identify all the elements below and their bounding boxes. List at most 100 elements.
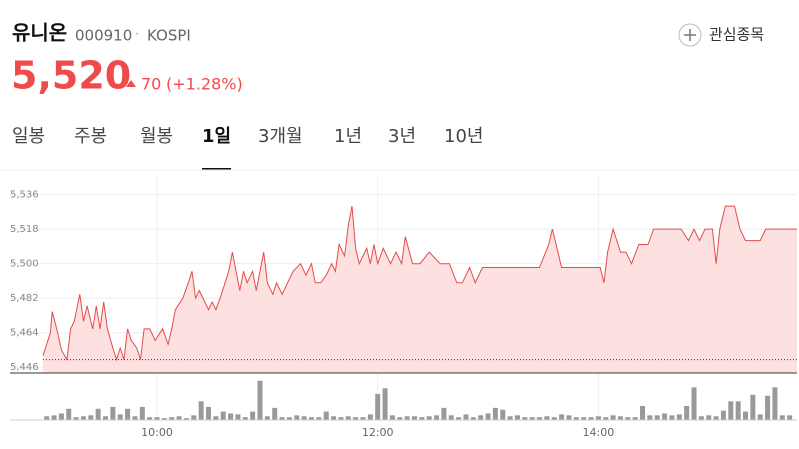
volume-bar xyxy=(353,417,359,420)
volume-bar xyxy=(581,417,587,420)
volume-bar xyxy=(522,417,528,420)
volume-bar xyxy=(198,401,204,420)
watch-label: 관심종목 xyxy=(709,26,764,44)
volume-bar xyxy=(419,417,425,420)
volume-bar xyxy=(529,417,535,420)
volume-bar xyxy=(632,417,638,420)
price-line xyxy=(42,205,797,362)
volume-bar xyxy=(669,415,675,420)
volume-bar xyxy=(213,416,219,420)
volume-bar xyxy=(103,416,109,420)
volume-bar xyxy=(478,415,484,420)
volume-bar xyxy=(610,415,616,420)
volume-bar xyxy=(617,416,623,420)
price: 5,520 xyxy=(11,54,131,98)
volume-bar xyxy=(264,416,270,420)
tab[interactable]: 3개월 xyxy=(258,126,303,147)
volume-bar xyxy=(338,417,344,420)
volume-bar xyxy=(88,415,94,420)
volume-bar xyxy=(294,415,300,420)
stock-name: 유니온 xyxy=(12,21,67,45)
volume-bar xyxy=(720,410,726,420)
volume-bar xyxy=(765,395,771,420)
tab[interactable]: 3년 xyxy=(388,126,416,147)
tabs: 일봉 주봉 월봉 1일 3개월 1년 3년 10년 xyxy=(12,126,483,170)
change: 70 xyxy=(141,75,161,94)
volume-bar xyxy=(257,380,263,420)
watch-button[interactable]: 관심종목 xyxy=(678,23,764,47)
stock-code: 000910 xyxy=(75,27,132,45)
volume-bar xyxy=(161,418,167,420)
volume-bar xyxy=(66,408,72,420)
separator: · xyxy=(135,28,139,43)
volume-bar xyxy=(154,417,160,420)
volume-bar xyxy=(544,416,550,420)
plot: 5,446 5,464 5,482 5,500 5,518 5,536 10:00 12:00… xyxy=(10,175,797,439)
volume-bar xyxy=(514,415,520,420)
y-tick-label: 5,446 xyxy=(10,362,39,373)
volume-bar xyxy=(286,417,292,420)
volume-bar xyxy=(485,413,491,420)
volume-bar xyxy=(316,417,322,420)
y-tick-label: 5,464 xyxy=(10,328,39,339)
change-pct: (+1.28%) xyxy=(166,75,243,94)
volume-bar xyxy=(125,408,131,420)
volume-bar xyxy=(698,416,704,420)
volume-bar xyxy=(382,388,388,420)
volume-bar xyxy=(250,411,256,420)
volume-bar xyxy=(301,416,307,420)
volume-bar xyxy=(463,414,469,420)
tab[interactable]: 1년 xyxy=(334,126,362,147)
volume-bar xyxy=(662,413,668,420)
market: KOSPI xyxy=(147,27,191,45)
volume-bar xyxy=(169,417,175,420)
volume-bar xyxy=(772,387,778,420)
volume-bar xyxy=(676,414,682,420)
volume-bar xyxy=(713,416,719,420)
tab[interactable]: 1일 xyxy=(202,126,231,147)
volume-bar xyxy=(331,416,337,420)
volume-bar xyxy=(345,416,351,420)
y-tick-label: 5,518 xyxy=(10,224,39,235)
volume-bar xyxy=(110,406,116,420)
up-arrow xyxy=(126,80,136,87)
volume-bar xyxy=(426,416,432,420)
volume-bar xyxy=(588,417,594,420)
volume-bar xyxy=(139,406,145,420)
volume-bar xyxy=(470,417,476,420)
volume-bar xyxy=(566,415,572,420)
tab[interactable]: 10년 xyxy=(444,126,483,147)
y-tick-label: 5,500 xyxy=(10,259,39,270)
volume-bar xyxy=(625,417,631,420)
volume-bar xyxy=(559,414,565,420)
volume-bar xyxy=(595,416,601,420)
plus-icon xyxy=(684,29,696,41)
tab[interactable]: 일봉 xyxy=(12,126,45,147)
tab[interactable]: 월봉 xyxy=(140,126,173,147)
volume-bar xyxy=(573,417,579,420)
volume-bar xyxy=(176,416,182,420)
volume-bar xyxy=(492,407,498,420)
volume-bar xyxy=(691,387,697,420)
volume-bar xyxy=(779,415,785,420)
volume-bar xyxy=(654,415,660,420)
volume-bar xyxy=(228,413,234,420)
volume-bar xyxy=(507,416,513,420)
x-tick-label: 12:00 xyxy=(362,426,394,439)
volume-bar xyxy=(95,408,101,420)
volume-bar xyxy=(272,407,278,420)
volume-bar xyxy=(44,416,50,420)
volume-bar xyxy=(728,401,734,420)
tab[interactable]: 주봉 xyxy=(74,126,107,147)
volume-bar xyxy=(279,417,285,420)
volume-bar xyxy=(757,414,763,420)
volume-bar xyxy=(51,415,57,420)
volume-bar xyxy=(743,411,749,420)
volume-bar xyxy=(183,418,189,420)
volume-bar xyxy=(404,416,410,420)
volume-bar xyxy=(441,407,447,420)
volume-bar xyxy=(191,415,197,420)
volume-bar xyxy=(500,409,506,420)
area xyxy=(43,206,797,373)
